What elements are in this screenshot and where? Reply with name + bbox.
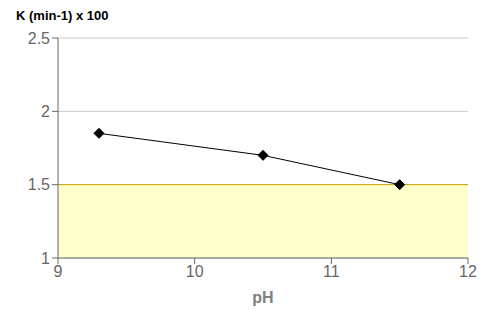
svg-text:pH: pH <box>252 289 273 306</box>
svg-text:2.5: 2.5 <box>28 30 50 47</box>
svg-text:1.5: 1.5 <box>28 176 50 193</box>
svg-text:10: 10 <box>186 263 204 280</box>
html-text:K (min-1) x 100: K (min-1) x 100 <box>16 8 109 23</box>
svg-text:12: 12 <box>459 263 477 280</box>
svg-text:11: 11 <box>323 263 340 280</box>
svg-text:1: 1 <box>41 250 50 267</box>
svg-text:9: 9 <box>54 263 63 280</box>
svg-text:2: 2 <box>41 103 50 120</box>
